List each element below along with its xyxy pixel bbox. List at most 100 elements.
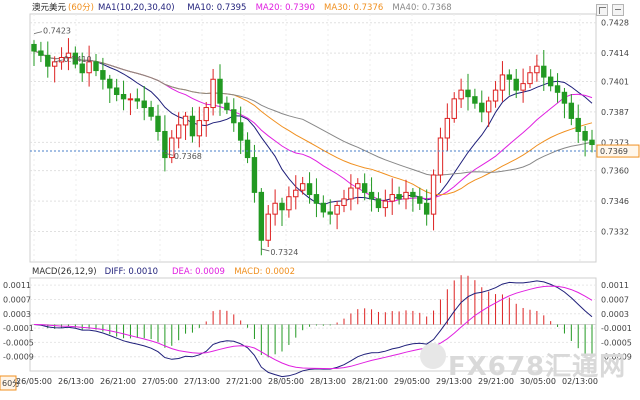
candle-body xyxy=(382,200,389,209)
candle-body xyxy=(100,70,106,80)
period-tab-box xyxy=(0,375,17,391)
period-tab[interactable]: 60分 xyxy=(0,375,20,391)
candle-body xyxy=(430,174,437,215)
price-frame xyxy=(29,13,597,263)
annotation-leader xyxy=(261,248,270,252)
candle-body xyxy=(527,72,533,85)
macd-legend-item: MACD(26,12,9) xyxy=(32,267,97,277)
candle-body xyxy=(72,52,79,65)
macd-legend-item: DEA: 0.0009 xyxy=(172,267,225,277)
candle-body xyxy=(437,137,444,176)
candle-body xyxy=(237,122,244,141)
candle-body xyxy=(472,96,478,104)
time-axis: 26/05:00 26/13:00 26/21:00 27/05:00 27/13:00… xyxy=(16,377,598,386)
candle-body xyxy=(361,183,368,193)
macd-tick-label-left: 0.0011 xyxy=(3,281,31,290)
candle-body xyxy=(375,198,382,209)
candle-body xyxy=(444,117,451,139)
macd-grid xyxy=(29,277,597,372)
candle-body xyxy=(492,89,499,102)
candle-body xyxy=(534,65,540,74)
candle-body xyxy=(568,102,575,119)
candle-body xyxy=(561,91,568,104)
time-tick-label: 29/21:00 xyxy=(478,377,514,386)
chart-legend: 澳元美元 (60分) MA1(10,20,30,40) MA10: 0.7395 MA2… xyxy=(32,2,452,13)
time-tick-label: 30/05:00 xyxy=(520,377,556,386)
expand-icon[interactable] xyxy=(596,4,608,16)
macd-tick-label-right: 0.0007 xyxy=(601,295,629,304)
candle-body xyxy=(520,83,526,91)
ma10-line xyxy=(33,50,593,206)
price-annotation: 0.7368 xyxy=(174,152,202,161)
time-tick-label: 29/13:00 xyxy=(436,377,472,386)
candle-body xyxy=(272,202,278,215)
candle-body xyxy=(554,85,561,93)
candle-body xyxy=(148,107,154,117)
watermark-logo-icon xyxy=(420,343,446,369)
candle-body xyxy=(589,139,595,146)
macd-legend-item: MACD: 0.0002 xyxy=(234,267,295,277)
candle-body xyxy=(286,196,292,211)
candle-body xyxy=(45,54,51,67)
legend-item: MA20: 0.7390 xyxy=(256,3,315,13)
price-tick-label: 0.7373 xyxy=(601,138,629,147)
legend-item: MA40: 0.7368 xyxy=(392,3,451,13)
candle-body xyxy=(120,93,127,100)
candle-body xyxy=(31,43,37,52)
candle-body xyxy=(320,202,327,213)
candle-body xyxy=(313,194,320,204)
window-controls xyxy=(596,4,624,16)
candle-body xyxy=(86,61,92,74)
price-grid xyxy=(29,13,597,263)
candle-body xyxy=(244,139,251,159)
candle-body xyxy=(196,120,203,137)
macd-legend-item: DIFF: 0.0010 xyxy=(105,267,158,277)
candle-body xyxy=(265,213,271,241)
candle-body xyxy=(582,130,588,141)
candle-body xyxy=(506,74,513,80)
candle-body xyxy=(258,191,265,241)
diff-line xyxy=(33,280,593,378)
candle-body xyxy=(224,102,230,111)
macd-lines xyxy=(33,280,593,378)
price-tick-label: 0.7387 xyxy=(601,108,629,117)
candle-body xyxy=(38,50,44,56)
minimize-icon[interactable] xyxy=(612,4,624,16)
macd-tick-label-right: -0.0009 xyxy=(601,353,632,362)
watermark: FX678汇通网 xyxy=(448,352,627,382)
candle-body xyxy=(396,194,402,200)
time-tick-label: 02/13:00 xyxy=(562,377,598,386)
annotation-leader xyxy=(54,59,63,63)
macd-tick-label-left: -0.0009 xyxy=(3,353,34,362)
period-tab-label: 60分 xyxy=(2,379,20,388)
candle-body xyxy=(423,202,430,215)
candle-body xyxy=(327,211,333,215)
candle-body xyxy=(485,100,492,113)
ma30-line xyxy=(33,50,593,196)
time-tick-label: 26/13:00 xyxy=(58,377,94,386)
price-tick-label: 0.7428 xyxy=(601,19,629,28)
candle-body xyxy=(299,183,306,191)
time-tick-label: 27/13:00 xyxy=(184,377,220,386)
candlesticks xyxy=(31,38,595,256)
period-label: (60分) xyxy=(68,3,94,13)
macd-axis: 0.0011 0.0011 0.0007 0.0007 0.0003 0.0003 -0.0… xyxy=(3,281,632,362)
candle-body xyxy=(575,117,581,132)
candle-body xyxy=(162,130,168,159)
candle-body xyxy=(65,52,72,59)
price-tick-label: 0.7360 xyxy=(601,167,629,176)
macd-tick-label-left: -0.0005 xyxy=(3,338,34,347)
price-tick-label: 0.7414 xyxy=(601,49,629,58)
candle-body xyxy=(217,78,223,104)
candle-body xyxy=(203,107,209,122)
candle-body xyxy=(251,157,258,193)
candle-body xyxy=(341,198,347,206)
candle-body xyxy=(348,187,354,200)
annotation-leader xyxy=(164,152,173,156)
candle-body xyxy=(389,194,395,202)
time-tick-label: 28/05:00 xyxy=(268,377,304,386)
dea-line xyxy=(33,285,593,370)
candle-body xyxy=(127,98,134,101)
candle-body xyxy=(107,78,113,89)
